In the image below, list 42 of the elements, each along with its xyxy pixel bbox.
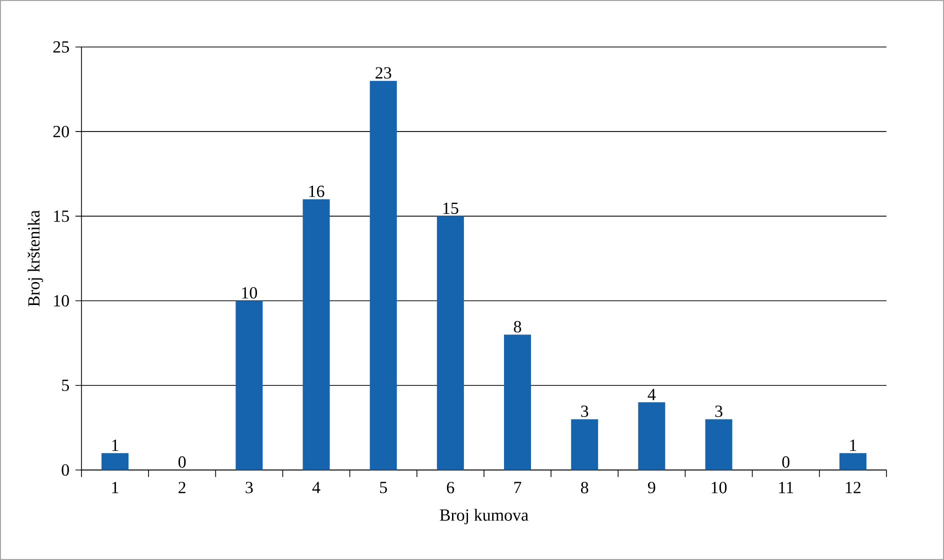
- x-tick-label: 3: [246, 482, 253, 494]
- bar: [839, 453, 866, 470]
- x-tick-label: 2: [178, 482, 186, 494]
- data-label: 15: [443, 202, 458, 214]
- x-tick-label: 7: [514, 482, 522, 493]
- bar: [638, 402, 666, 470]
- x-tick-label: 8: [580, 482, 588, 494]
- y-tick-label: 0: [62, 464, 69, 476]
- data-label: 0: [178, 456, 186, 468]
- data-label: 16: [309, 186, 324, 198]
- data-label: 0: [782, 456, 790, 468]
- data-label: 3: [715, 406, 722, 418]
- y-tick-label: 5: [62, 380, 69, 392]
- y-axis-title: Broj krštenika: [28, 210, 44, 306]
- x-tick-label: 5: [380, 482, 387, 494]
- x-axis-title: Broj kumova: [440, 508, 528, 524]
- data-label: 10: [242, 287, 258, 299]
- x-tick-label: 9: [648, 482, 656, 494]
- data-label: 1: [112, 440, 118, 451]
- data-label: 8: [514, 320, 522, 332]
- bar: [102, 453, 129, 470]
- bar: [370, 80, 397, 470]
- bar: [504, 334, 532, 470]
- bar: [705, 419, 732, 470]
- x-tick-label: 10: [712, 482, 727, 494]
- y-tick-label: 25: [53, 41, 69, 53]
- x-tick-label: 4: [312, 482, 320, 494]
- data-label: 1: [850, 440, 856, 451]
- bar: [236, 300, 263, 470]
- x-tick-label: 6: [446, 482, 454, 494]
- x-tick-label: 12: [846, 482, 860, 494]
- x-tick-label: 11: [779, 482, 794, 494]
- data-label: 3: [581, 406, 588, 418]
- y-tick-label: 20: [53, 126, 69, 138]
- bar: [571, 419, 598, 470]
- y-tick-label: 10: [54, 295, 69, 307]
- y-tick-label: 15: [54, 210, 69, 222]
- bar: [436, 216, 464, 470]
- data-label: 23: [376, 67, 392, 79]
- x-tick-label: 1: [112, 482, 118, 494]
- data-label: 4: [648, 388, 656, 400]
- bar: [302, 199, 330, 470]
